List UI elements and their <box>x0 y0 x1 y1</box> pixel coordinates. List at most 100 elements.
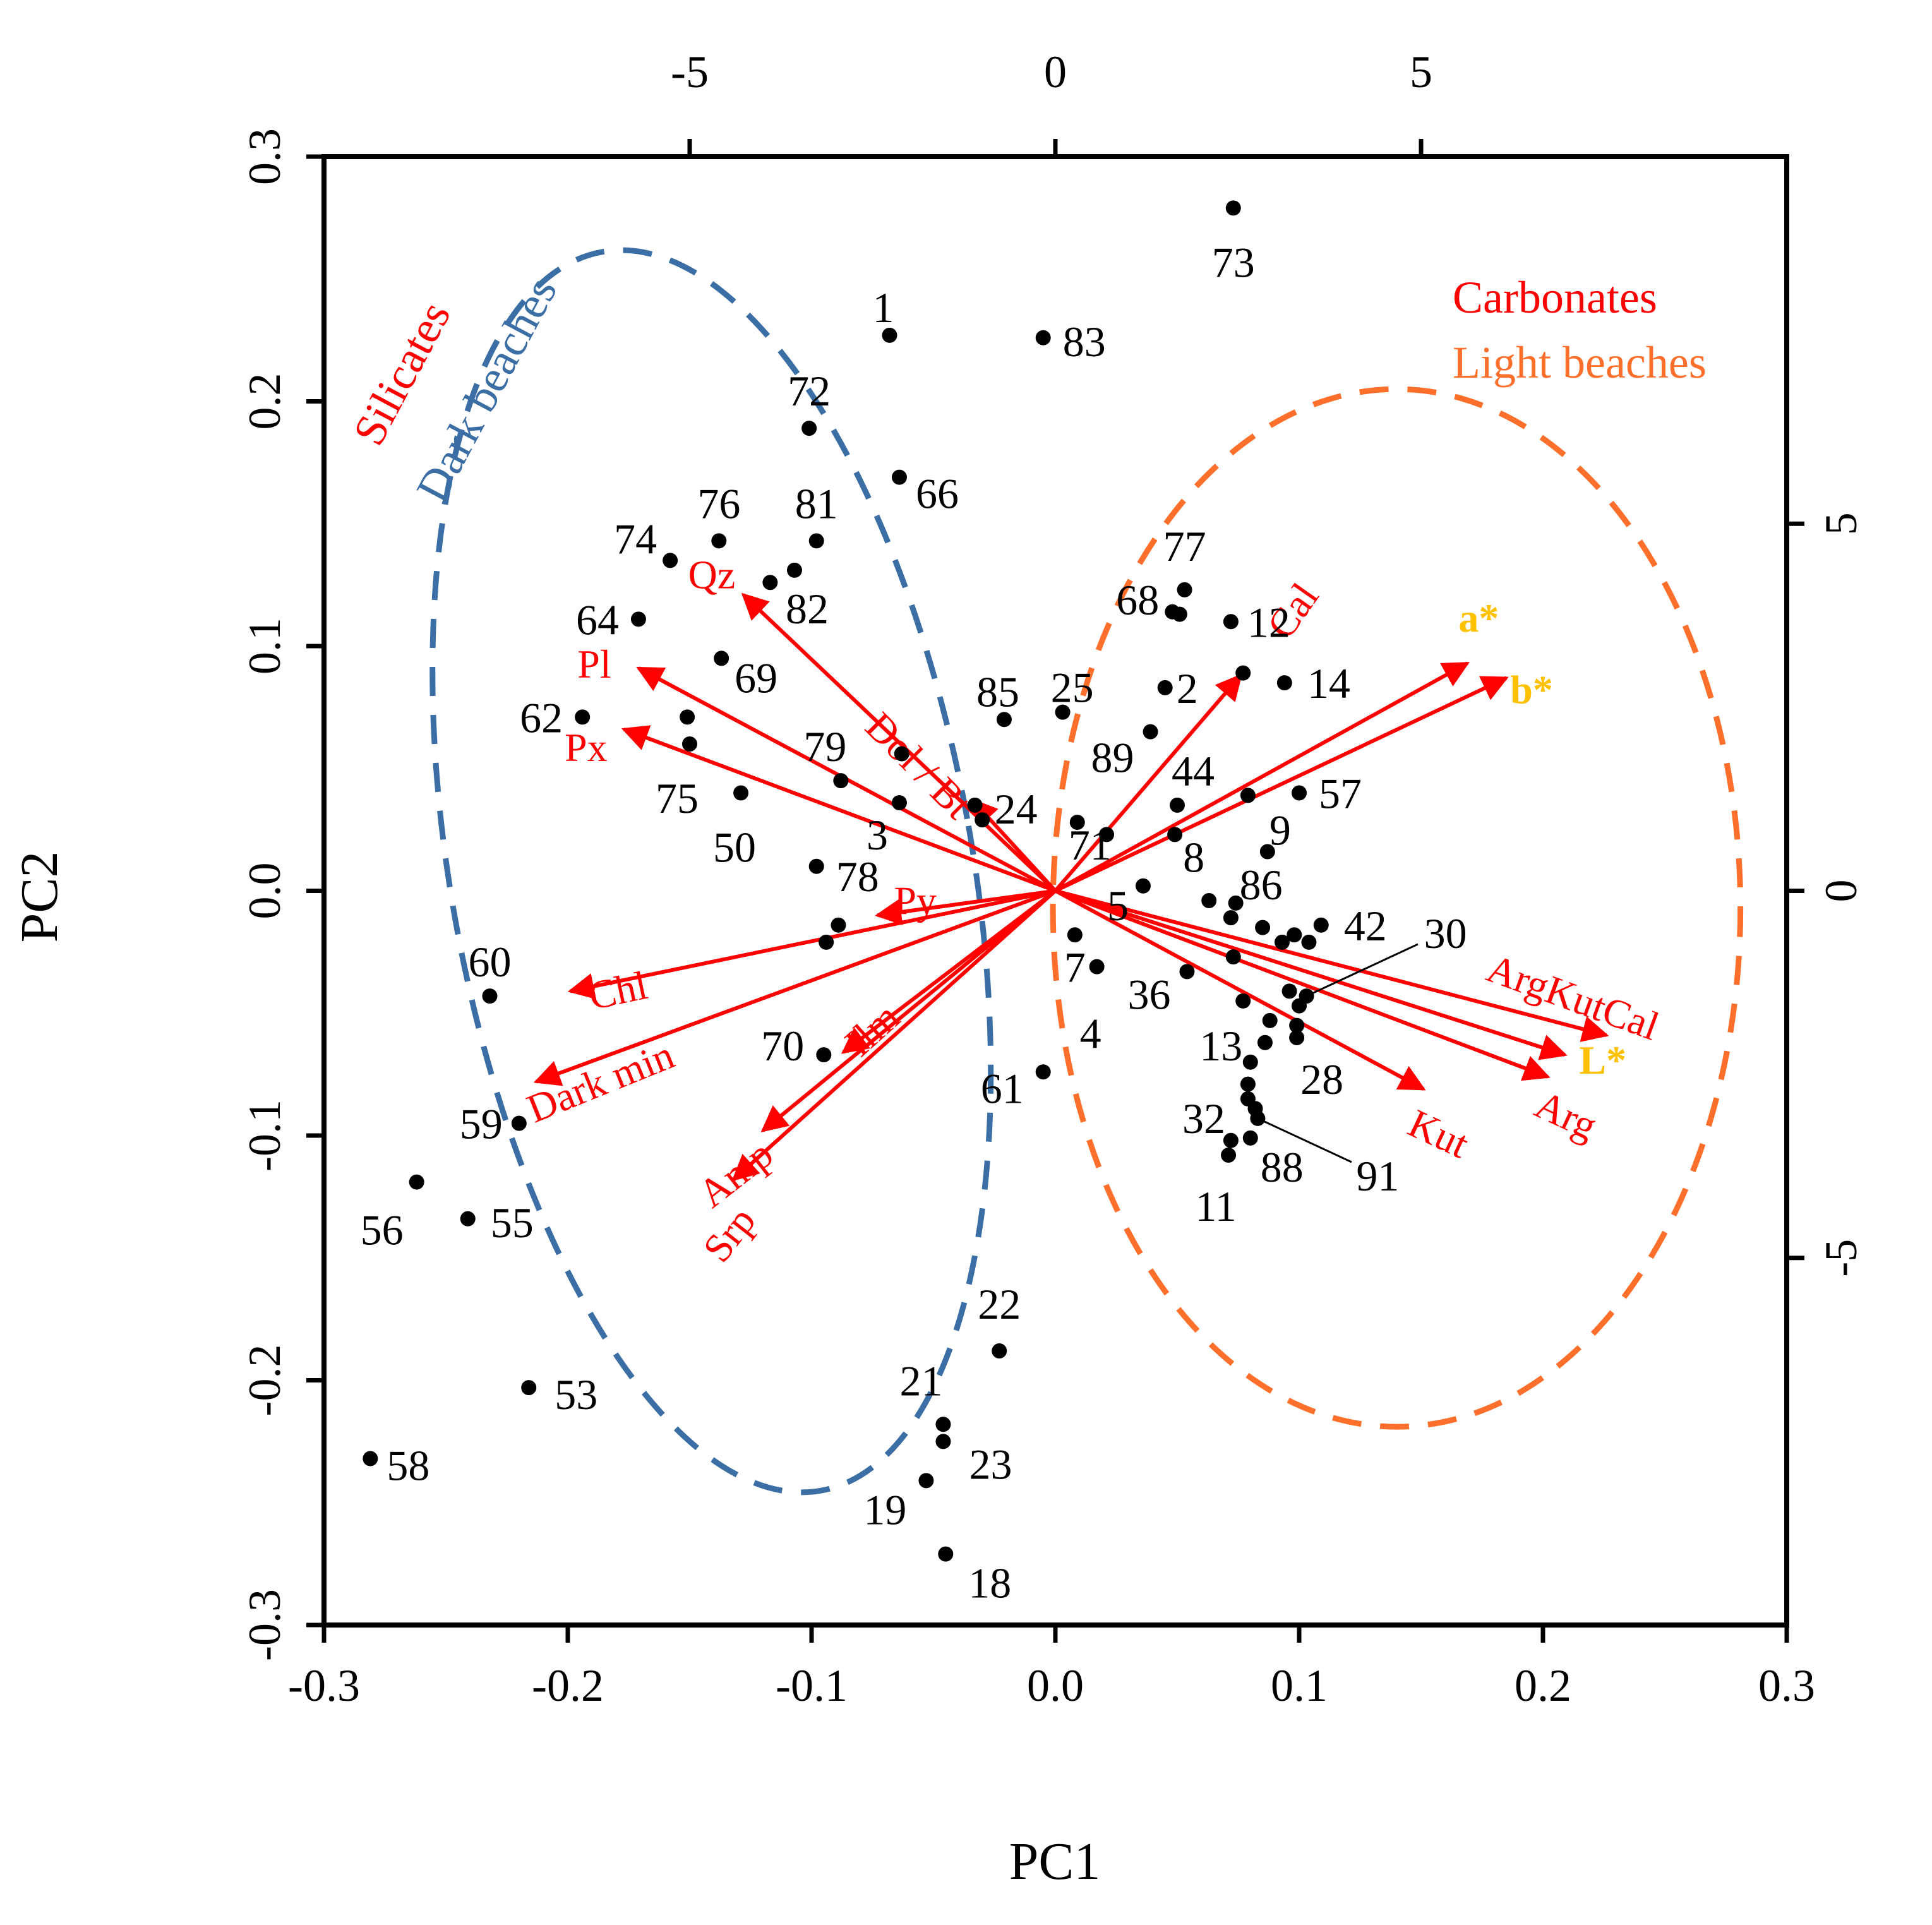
point-label: 69 <box>735 654 777 702</box>
right-tick-label: 5 <box>1816 512 1866 535</box>
point-label: 53 <box>555 1370 597 1418</box>
vector-label: Px <box>565 725 608 770</box>
point-label: 9 <box>1269 807 1291 855</box>
data-point <box>1067 927 1083 943</box>
data-point <box>938 1546 954 1562</box>
point-label: 55 <box>491 1199 534 1247</box>
point-label: 61 <box>981 1064 1024 1112</box>
data-point <box>816 1047 832 1063</box>
x-axis-title: PC1 <box>1009 1832 1101 1891</box>
point-label: 72 <box>788 367 831 415</box>
vector-label: Kut <box>1401 1100 1475 1166</box>
point-label: 8 <box>1183 833 1204 881</box>
data-point <box>1172 606 1187 622</box>
data-point <box>1177 582 1192 597</box>
data-point <box>1313 917 1329 933</box>
data-point <box>682 736 697 752</box>
point-label: 19 <box>863 1485 906 1533</box>
point-label: 85 <box>976 668 1019 716</box>
data-point <box>511 1115 527 1131</box>
point-label: 73 <box>1212 238 1255 286</box>
data-point <box>1235 665 1251 681</box>
point-label: 2 <box>1177 664 1198 712</box>
data-point <box>1099 827 1115 843</box>
data-point <box>1170 797 1185 813</box>
x-tick-label: -0.2 <box>532 1660 604 1711</box>
vector-dark-min <box>533 889 1057 1086</box>
point-label: 74 <box>614 515 657 563</box>
vector-label: Dark min <box>521 1032 680 1131</box>
point-label: 75 <box>656 774 699 822</box>
data-point <box>1292 785 1307 801</box>
data-point <box>460 1211 476 1226</box>
data-point <box>1069 815 1085 830</box>
x-tick-label: 0.1 <box>1271 1660 1328 1711</box>
data-point <box>733 785 749 801</box>
point-label: 58 <box>387 1442 429 1490</box>
x-tick-label: -0.1 <box>776 1660 848 1711</box>
data-point <box>714 651 729 666</box>
point-label: 7 <box>1064 943 1086 991</box>
vector-label: Dol / Bt <box>857 704 981 827</box>
point-label: 88 <box>1261 1143 1304 1191</box>
y-tick-label: 0.3 <box>239 128 290 185</box>
data-point <box>363 1451 378 1466</box>
leader-line <box>1305 943 1419 997</box>
point-label: 57 <box>1319 770 1362 818</box>
data-point <box>482 988 498 1004</box>
point-label: 24 <box>995 785 1038 833</box>
ellipse-layer <box>429 247 1744 1496</box>
data-point <box>786 562 802 578</box>
y-tick-label: -0.2 <box>239 1345 290 1417</box>
data-point <box>996 712 1012 728</box>
x-tick-label: -0.3 <box>288 1660 360 1711</box>
vector-amp <box>760 889 1057 1132</box>
vector-qz <box>741 592 1057 892</box>
vector-b- <box>1054 676 1509 893</box>
data-point <box>711 533 727 549</box>
data-point <box>1289 1030 1305 1045</box>
data-point <box>1223 614 1239 630</box>
vector-l- <box>1055 889 1568 1060</box>
point-label: 21 <box>899 1357 942 1405</box>
data-point <box>1281 983 1297 999</box>
vector-chl <box>567 889 1056 1000</box>
point-label: 79 <box>803 723 846 771</box>
data-point <box>1179 964 1195 980</box>
data-point <box>1274 934 1290 950</box>
data-point <box>975 812 990 828</box>
data-point <box>1135 878 1151 894</box>
data-point <box>1035 330 1051 345</box>
data-point <box>1242 1054 1258 1070</box>
data-point <box>762 575 778 591</box>
vector-label: ArgKutCal <box>1481 945 1664 1049</box>
vector-label: L* <box>1579 1038 1626 1082</box>
data-point <box>1201 893 1217 908</box>
point-label: 12 <box>1247 598 1290 646</box>
point-label: 5 <box>1107 882 1129 930</box>
data-point <box>935 1434 951 1449</box>
y-axis-title: PC2 <box>10 851 69 943</box>
vector-label: Srp <box>694 1199 764 1271</box>
data-point <box>891 795 907 810</box>
point-label: 25 <box>1051 664 1094 712</box>
vector-label: b* <box>1510 667 1553 712</box>
data-point <box>801 421 817 436</box>
point-label: 22 <box>978 1280 1021 1328</box>
data-point <box>1235 993 1251 1009</box>
vector-label: Qz <box>688 553 736 597</box>
vector-arg <box>1054 889 1551 1081</box>
data-point <box>1035 1064 1051 1080</box>
point-label: 18 <box>968 1559 1011 1607</box>
point-label: 3 <box>867 811 888 859</box>
data-point <box>992 1343 1007 1358</box>
point-label: 77 <box>1163 522 1206 570</box>
vector-kut <box>1054 889 1426 1091</box>
vector-label: Arg <box>1528 1082 1604 1149</box>
point-label: 82 <box>786 585 829 633</box>
point-label: 59 <box>460 1100 503 1148</box>
axis-ticks: -0.3 -0.2 -0.1 0.0 0.1 0.2 0.3 -0.3 -0.2 -0.1 0.0 0… <box>239 47 1866 1711</box>
top-tick-label: -5 <box>671 47 709 97</box>
